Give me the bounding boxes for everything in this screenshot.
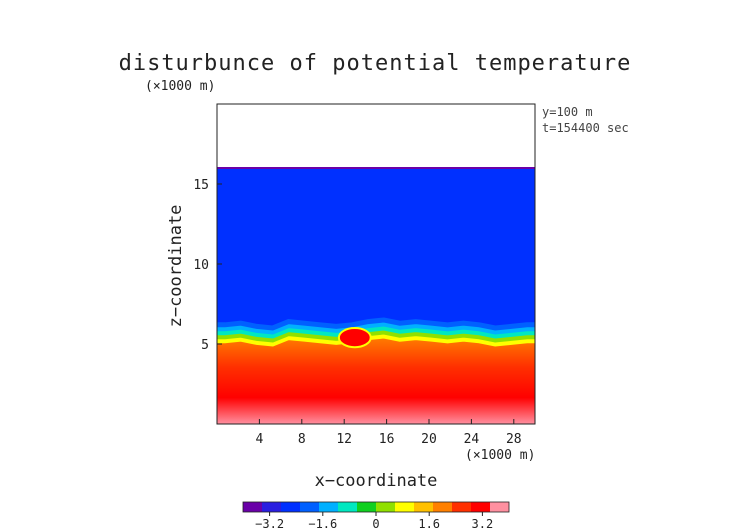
colorbar-tick-label: 1.6	[418, 517, 440, 531]
warm-lower-layer	[217, 336, 535, 424]
x-tick-label: 16	[379, 432, 395, 447]
y-tick-label: 5	[201, 338, 209, 353]
transition-band	[217, 321, 535, 335]
x-tick-label: 12	[336, 432, 352, 447]
annotation-y: y=100 m	[542, 105, 593, 119]
transition-band	[217, 329, 535, 343]
colorbar-ticks: −3.2 −1.6 0 1.6 3.2	[255, 512, 493, 531]
transition-band	[217, 317, 535, 331]
x-tick-label: 24	[464, 432, 480, 447]
x-tick-label: 4	[255, 432, 263, 447]
colorbar-ramp	[242, 501, 510, 513]
y-tick-label: 10	[193, 258, 209, 273]
colorbar-tick-label: 3.2	[472, 517, 494, 531]
x-unit-label: (×1000 m)	[465, 448, 535, 463]
transition-band	[217, 333, 535, 347]
temperature-field	[217, 167, 535, 424]
warm-anomaly	[337, 327, 372, 349]
y-axis-ticks: 5 10 15	[193, 178, 222, 353]
x-axis-ticks: 4 8 12 16 20 24 28	[255, 419, 522, 447]
x-axis-label: x−coordinate	[315, 471, 438, 491]
x-tick-label: 28	[506, 432, 522, 447]
colorbar-tick-label: 0	[372, 517, 379, 531]
chart-title: disturbunce of potential temperature	[119, 51, 632, 76]
x-tick-label: 20	[421, 432, 437, 447]
y-unit-label: (×1000 m)	[145, 79, 215, 94]
y-tick-label: 15	[193, 178, 209, 193]
colorbar: −3.2 −1.6 0 1.6 3.2	[242, 501, 510, 531]
x-tick-label: 8	[298, 432, 306, 447]
annotation-t: t=154400 sec	[542, 121, 629, 135]
colorbar-tick-label: −1.6	[308, 517, 337, 531]
colorbar-tick-label: −3.2	[255, 517, 284, 531]
y-axis-label: z−coordinate	[166, 205, 186, 328]
transition-band	[217, 325, 535, 339]
plot-area	[216, 103, 536, 425]
